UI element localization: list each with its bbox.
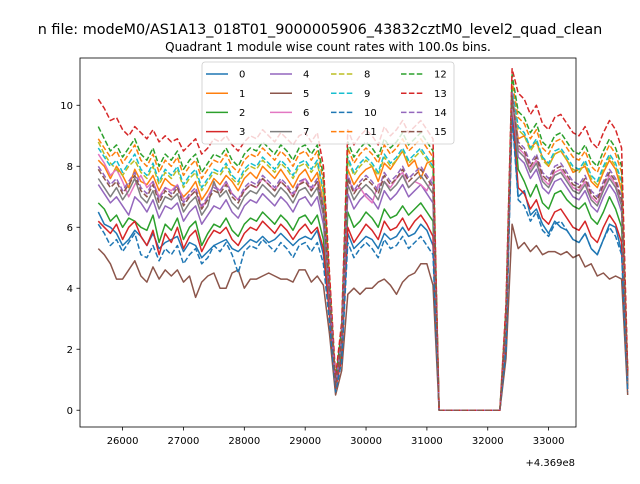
legend-label-4: 4 bbox=[303, 70, 309, 81]
legend-label-15: 15 bbox=[434, 127, 447, 138]
x-tick-label: 31000 bbox=[411, 436, 443, 447]
series-line-8 bbox=[97, 89, 629, 411]
y-tick-label: 6 bbox=[67, 223, 73, 234]
plot-frame bbox=[79, 57, 577, 428]
axes-layer: 26000 27000 28000 29000 30000 31000 32000 33000… bbox=[60, 57, 577, 447]
legend-label-12: 12 bbox=[434, 70, 447, 81]
legend-label-8: 8 bbox=[364, 70, 370, 81]
x-tick-label: 29000 bbox=[289, 436, 321, 447]
x-tick-label: 30000 bbox=[350, 436, 382, 447]
series-line-4 bbox=[97, 101, 629, 411]
series-line-10 bbox=[97, 116, 629, 411]
series-line-3 bbox=[97, 107, 629, 411]
legend-label-9: 9 bbox=[364, 89, 370, 100]
x-tick-label: 27000 bbox=[168, 436, 200, 447]
legend-label-1: 1 bbox=[239, 89, 245, 100]
x-tick-label: 26000 bbox=[107, 436, 139, 447]
y-tick-label: 0 bbox=[67, 406, 73, 417]
x-tick-label: 32000 bbox=[472, 436, 504, 447]
y-tick-label: 10 bbox=[60, 101, 73, 112]
x-tick-label: 28000 bbox=[228, 436, 260, 447]
legend-label-6: 6 bbox=[303, 108, 309, 119]
legend-label-10: 10 bbox=[364, 108, 377, 119]
legend-label-7: 7 bbox=[303, 127, 309, 138]
series-line-9 bbox=[97, 86, 629, 411]
series-line-14 bbox=[97, 92, 629, 411]
legend-label-5: 5 bbox=[303, 89, 309, 100]
x-offset-label: +4.369e8 bbox=[525, 458, 575, 469]
series-line-0 bbox=[97, 110, 629, 411]
legend-label-0: 0 bbox=[239, 70, 245, 81]
y-tick-label: 4 bbox=[67, 284, 73, 295]
legend-label-2: 2 bbox=[239, 108, 245, 119]
series-line-2 bbox=[97, 92, 629, 411]
chart-title: Quadrant 1 module wise count rates with … bbox=[165, 40, 491, 54]
legend-box bbox=[201, 61, 455, 145]
y-tick-label: 8 bbox=[67, 162, 73, 173]
legend-label-11: 11 bbox=[364, 127, 377, 138]
series-line-11 bbox=[97, 80, 629, 411]
series-line-7 bbox=[97, 95, 629, 411]
figure-suptitle: n file: modeM0/AS1A13_018T01_9000005906_… bbox=[38, 22, 603, 38]
legend-label-13: 13 bbox=[434, 89, 447, 100]
legend-label-3: 3 bbox=[239, 127, 245, 138]
series-line-12 bbox=[97, 74, 629, 411]
legend-label-14: 14 bbox=[434, 108, 447, 119]
x-tick-label: 33000 bbox=[533, 436, 565, 447]
y-tick-label: 2 bbox=[67, 345, 73, 356]
series-line-5 bbox=[97, 223, 629, 411]
series-line-15 bbox=[97, 95, 629, 411]
